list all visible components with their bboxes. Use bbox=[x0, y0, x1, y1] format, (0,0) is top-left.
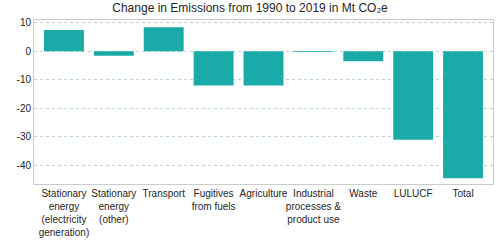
svg-text:LULUCF: LULUCF bbox=[394, 188, 433, 199]
svg-text:Agriculture: Agriculture bbox=[240, 188, 288, 199]
svg-text:-40: -40 bbox=[17, 160, 32, 171]
svg-text:10: 10 bbox=[20, 17, 32, 28]
svg-text:Stationaryenergy(electricityge: Stationaryenergy(electricitygeneration) bbox=[39, 188, 90, 238]
svg-text:Transport: Transport bbox=[143, 188, 186, 199]
svg-text:-20: -20 bbox=[17, 103, 32, 114]
svg-text:Fugitivesfrom fuels: Fugitivesfrom fuels bbox=[192, 188, 236, 212]
svg-text:0: 0 bbox=[25, 46, 31, 57]
svg-text:Change in Emissions from 1990: Change in Emissions from 1990 to 2019 in… bbox=[112, 1, 388, 15]
svg-text:-10: -10 bbox=[17, 74, 32, 85]
svg-text:Total: Total bbox=[453, 188, 474, 199]
svg-text:Waste: Waste bbox=[349, 188, 377, 199]
svg-text:Industrialprocesses &product u: Industrialprocesses &product use bbox=[286, 188, 341, 225]
svg-text:Stationaryenergy(other): Stationaryenergy(other) bbox=[91, 188, 136, 225]
svg-text:-30: -30 bbox=[17, 131, 32, 142]
